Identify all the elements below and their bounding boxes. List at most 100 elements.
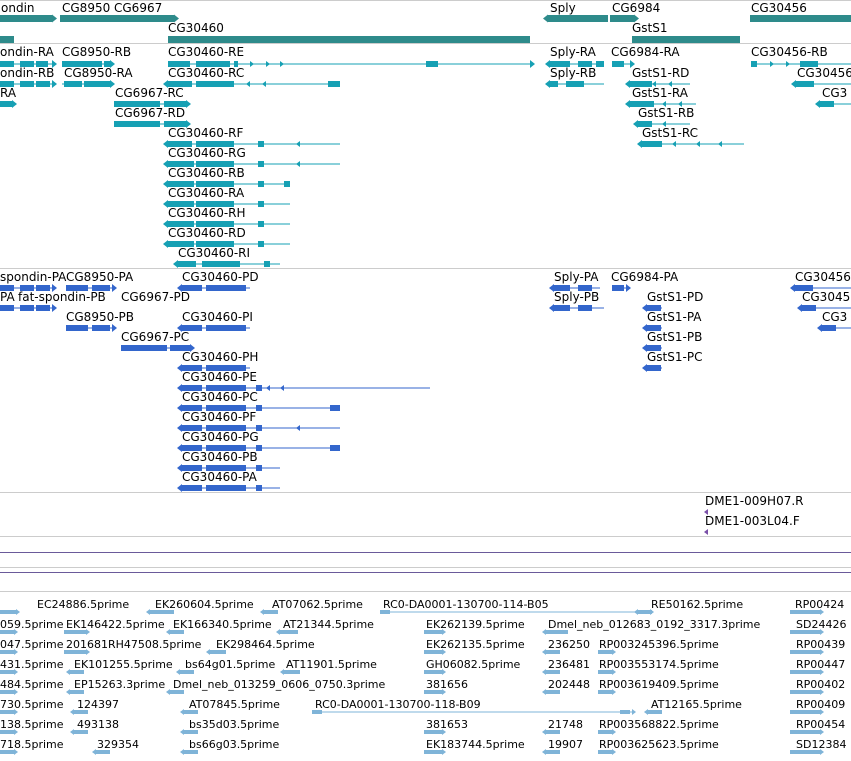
protein-exon[interactable]: [330, 445, 340, 451]
est-arrow[interactable]: [820, 689, 824, 695]
est-block[interactable]: [312, 710, 322, 714]
est-arrow[interactable]: [14, 729, 18, 735]
est-label[interactable]: AT12165.5prime: [651, 698, 742, 711]
est-arrow[interactable]: [820, 709, 824, 715]
est-block[interactable]: [598, 690, 612, 694]
transcript-chevron[interactable]: [696, 141, 700, 147]
transcript-exon[interactable]: [64, 81, 82, 87]
protein-exon[interactable]: [330, 405, 340, 411]
transcript-arrow[interactable]: [163, 220, 168, 228]
est-label[interactable]: EK101255.5prime: [74, 658, 173, 671]
transcript-label[interactable]: RA: [0, 86, 17, 100]
transcript-label[interactable]: CG30456: [797, 66, 851, 80]
transcript-exon[interactable]: [196, 141, 234, 147]
protein-label[interactable]: CG6967-PC: [121, 330, 190, 344]
est-label[interactable]: SD12384: [796, 738, 847, 751]
est-block[interactable]: [184, 730, 198, 734]
est-block[interactable]: [210, 650, 226, 654]
gene-label[interactable]: ondin: [1, 1, 35, 15]
transcript-exon[interactable]: [258, 161, 264, 167]
protein-exon[interactable]: [182, 385, 202, 391]
est-label[interactable]: AT11901.5prime: [286, 658, 377, 671]
protein-chevron[interactable]: [280, 385, 284, 391]
est-block[interactable]: [648, 710, 662, 714]
gene-arrow[interactable]: [174, 14, 179, 23]
est-arrow[interactable]: [176, 669, 180, 675]
transcript-arrow[interactable]: [110, 80, 115, 88]
est-arrow[interactable]: [442, 649, 446, 655]
protein-arrow[interactable]: [112, 324, 117, 332]
protein-exon[interactable]: [578, 305, 592, 311]
est-label[interactable]: Dmel_neb_012683_0192_3317.3prime: [548, 618, 761, 631]
protein-label[interactable]: CG6967-PD: [121, 290, 191, 304]
protein-exon[interactable]: [182, 405, 202, 411]
protein-arrow[interactable]: [177, 444, 182, 452]
gene-bar[interactable]: [0, 36, 14, 43]
est-arrow[interactable]: [442, 629, 446, 635]
protein-label[interactable]: CG30460-PH: [182, 350, 259, 364]
transcript-exon[interactable]: [596, 61, 604, 67]
est-label[interactable]: 059.5prime: [0, 618, 64, 631]
transcript-arrow[interactable]: [52, 60, 57, 68]
gene-label[interactable]: Sply: [550, 1, 576, 15]
protein-label[interactable]: CG30460-PC: [182, 390, 258, 404]
est-arrow[interactable]: [542, 729, 546, 735]
transcript-exon[interactable]: [426, 61, 438, 67]
est-label[interactable]: RP003245396.5prime: [599, 638, 719, 651]
transcript-label[interactable]: ondin-RA: [0, 45, 54, 59]
transcript-chevron[interactable]: [668, 81, 672, 87]
est-arrow[interactable]: [820, 649, 824, 655]
est-block[interactable]: [0, 730, 14, 734]
protein-arrow[interactable]: [177, 464, 182, 472]
transcript-arrow[interactable]: [186, 120, 191, 128]
protein-exon[interactable]: [206, 445, 246, 451]
transcript-exon[interactable]: [234, 61, 238, 67]
protein-exon[interactable]: [20, 305, 34, 311]
est-arrow[interactable]: [166, 629, 170, 635]
est-block[interactable]: [424, 670, 442, 674]
protein-exon[interactable]: [206, 365, 246, 371]
gene-bar[interactable]: [168, 36, 530, 43]
transcript-arrow[interactable]: [815, 100, 820, 108]
est-label[interactable]: RP003625623.5prime: [599, 738, 719, 751]
est-label[interactable]: RC0-DA0001-130700-114-B05: [383, 598, 549, 611]
transcript-arrow[interactable]: [163, 200, 168, 208]
protein-arrow[interactable]: [797, 304, 802, 312]
transcript-label[interactable]: CG30460-RH: [168, 206, 246, 220]
transcript-label[interactable]: CG30456-RB: [751, 45, 828, 59]
transcript-label[interactable]: CG30460-RC: [168, 66, 245, 80]
protein-exon[interactable]: [66, 285, 88, 291]
transcript-exon[interactable]: [264, 261, 270, 267]
est-arrow[interactable]: [612, 669, 616, 675]
protein-exon[interactable]: [182, 445, 202, 451]
est-label[interactable]: 19907: [548, 738, 583, 751]
est-block[interactable]: [598, 730, 612, 734]
est-block[interactable]: [74, 710, 88, 714]
est-arrow[interactable]: [280, 669, 284, 675]
est-block[interactable]: [790, 610, 820, 614]
est-arrow[interactable]: [14, 709, 18, 715]
transcript-chevron[interactable]: [250, 61, 254, 67]
protein-label[interactable]: GstS1-PC: [647, 350, 703, 364]
protein-exon[interactable]: [802, 305, 816, 311]
est-label[interactable]: AT21344.5prime: [283, 618, 374, 631]
protein-exon[interactable]: [121, 345, 167, 351]
transcript-exon[interactable]: [0, 61, 14, 67]
protein-exon[interactable]: [795, 285, 813, 291]
est-block[interactable]: [0, 650, 14, 654]
est-block[interactable]: [790, 750, 820, 754]
est-label[interactable]: RP003568822.5prime: [599, 718, 719, 731]
transcript-arrow[interactable]: [163, 180, 168, 188]
protein-exon[interactable]: [182, 325, 202, 331]
protein-arrow[interactable]: [52, 284, 57, 292]
est-block[interactable]: [790, 650, 820, 654]
protein-exon[interactable]: [66, 325, 88, 331]
protein-arrow[interactable]: [177, 384, 182, 392]
est-label[interactable]: RP00439: [796, 638, 846, 651]
transcript-exon[interactable]: [566, 81, 584, 87]
protein-chevron[interactable]: [296, 425, 300, 431]
transcript-chevron[interactable]: [262, 81, 266, 87]
est-block[interactable]: [0, 610, 16, 614]
protein-exon[interactable]: [206, 385, 246, 391]
transcript-arrow[interactable]: [163, 160, 168, 168]
